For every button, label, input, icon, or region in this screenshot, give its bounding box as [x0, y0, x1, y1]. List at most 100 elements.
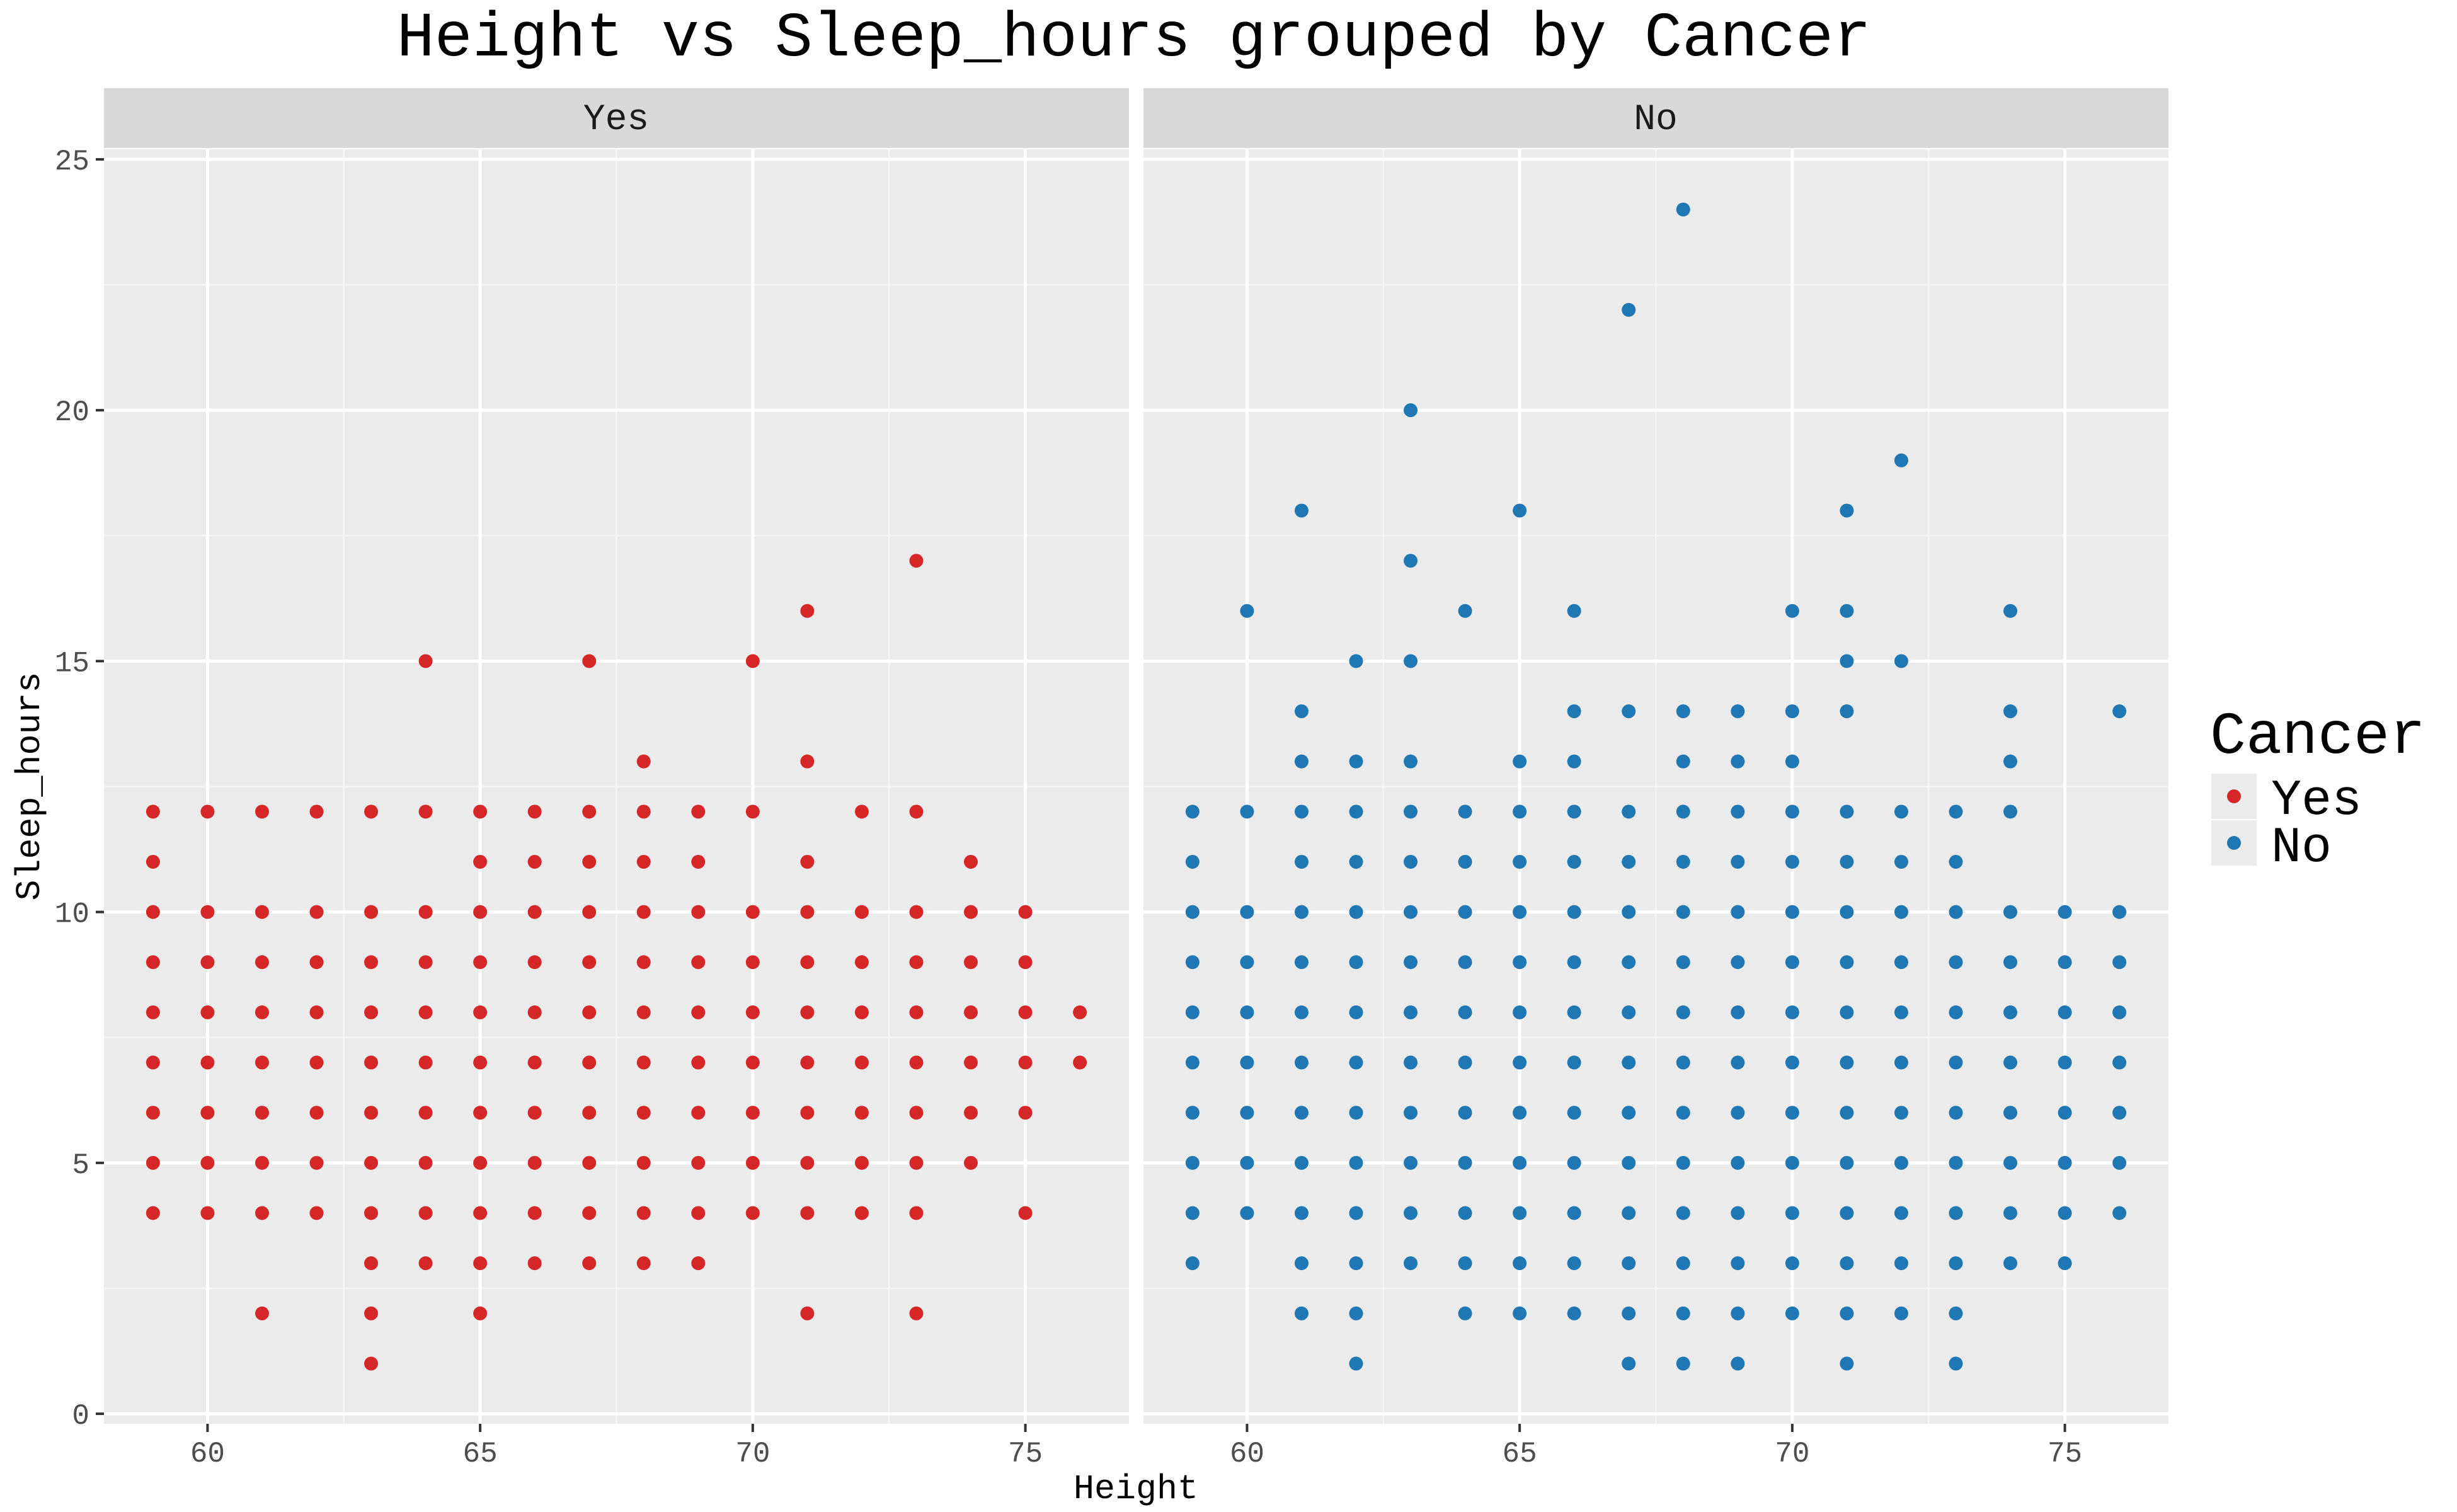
data-point: [1349, 1306, 1363, 1320]
data-point: [1294, 704, 1309, 719]
data-point: [1567, 1206, 1581, 1220]
data-point: [800, 1206, 815, 1220]
data-point: [1349, 1155, 1363, 1170]
data-point: [2003, 905, 2018, 919]
data-point: [418, 1256, 433, 1271]
data-point: [1294, 1155, 1309, 1170]
data-point: [2003, 955, 2018, 970]
data-point: [1185, 905, 1200, 919]
data-point: [1567, 1306, 1581, 1320]
data-point: [582, 1206, 597, 1220]
data-point: [909, 1055, 924, 1070]
data-point: [1513, 1005, 1527, 1019]
data-point: [364, 955, 379, 970]
data-point: [1458, 805, 1472, 819]
data-point: [1567, 1155, 1581, 1170]
data-point: [854, 805, 869, 819]
data-point: [1185, 1055, 1200, 1070]
facet-panel-no: No: [1143, 88, 2168, 1424]
data-point: [1894, 955, 1908, 970]
data-point: [1294, 754, 1309, 769]
data-point: [1676, 805, 1690, 819]
data-point: [1949, 805, 1963, 819]
data-point: [1458, 854, 1472, 869]
data-point: [1458, 955, 1472, 970]
data-point: [200, 1055, 215, 1070]
data-point: [2003, 1256, 2018, 1271]
facet-label-yes: Yes: [583, 100, 649, 140]
data-point: [473, 1155, 488, 1170]
data-point: [1404, 1005, 1418, 1019]
data-point: [1622, 1055, 1636, 1070]
data-point: [1731, 1356, 1745, 1371]
data-point: [527, 1206, 542, 1220]
grid-yes: [104, 149, 1129, 1424]
data-point: [582, 1155, 597, 1170]
data-point: [255, 1155, 269, 1170]
x-axis-yes: 60 65 70 75: [190, 1424, 1043, 1470]
data-point: [691, 905, 706, 919]
data-point: [200, 805, 215, 819]
data-point: [964, 955, 978, 970]
data-point: [800, 1055, 815, 1070]
data-point: [1840, 905, 1854, 919]
data-point: [1622, 1106, 1636, 1120]
data-point: [1949, 1055, 1963, 1070]
data-point: [1622, 854, 1636, 869]
data-point: [691, 805, 706, 819]
data-point: [418, 1005, 433, 1019]
data-point: [418, 955, 433, 970]
data-point: [1731, 905, 1745, 919]
data-point: [2003, 1155, 2018, 1170]
data-point: [364, 1055, 379, 1070]
data-point: [527, 805, 542, 819]
data-point: [2058, 1055, 2072, 1070]
data-point: [1840, 1106, 1854, 1120]
data-point: [364, 905, 379, 919]
data-point: [473, 1106, 488, 1120]
data-point: [1073, 1005, 1087, 1019]
data-point: [473, 1256, 488, 1271]
data-point: [1240, 1206, 1254, 1220]
data-point: [1731, 754, 1745, 769]
data-point: [1567, 704, 1581, 719]
data-point: [909, 1106, 924, 1120]
data-point: [1676, 1256, 1690, 1271]
data-point: [255, 1306, 269, 1320]
data-point: [1240, 1055, 1254, 1070]
data-point: [691, 1055, 706, 1070]
data-point: [2058, 1206, 2072, 1220]
data-point: [1294, 1005, 1309, 1019]
data-point: [1458, 1206, 1472, 1220]
data-point: [1018, 1055, 1033, 1070]
data-point: [1840, 604, 1854, 618]
data-point: [1840, 503, 1854, 518]
data-point: [309, 905, 324, 919]
data-point: [1349, 1055, 1363, 1070]
data-point: [1185, 1106, 1200, 1120]
data-point: [1676, 905, 1690, 919]
data-point: [1185, 1005, 1200, 1019]
x-tick-label: 65: [1503, 1438, 1537, 1470]
data-point: [745, 955, 760, 970]
x-axis-no: 60 65 70 75: [1230, 1424, 2082, 1470]
data-point: [146, 1005, 160, 1019]
data-point: [1785, 955, 1799, 970]
data-point: [636, 905, 651, 919]
data-point: [2112, 704, 2127, 719]
y-axis-label: Sleep_hours: [10, 672, 50, 900]
legend: Cancer Yes No: [2210, 703, 2426, 877]
data-point: [636, 854, 651, 869]
data-point: [2003, 1106, 2018, 1120]
data-point: [1894, 805, 1908, 819]
data-point: [1349, 1256, 1363, 1271]
data-point: [964, 1155, 978, 1170]
data-point: [1185, 1206, 1200, 1220]
data-point: [854, 1206, 869, 1220]
data-point: [1949, 1356, 1963, 1371]
data-point: [636, 1106, 651, 1120]
data-point: [1294, 1256, 1309, 1271]
data-point: [2058, 1256, 2072, 1271]
data-point: [255, 1206, 269, 1220]
data-point: [800, 1155, 815, 1170]
